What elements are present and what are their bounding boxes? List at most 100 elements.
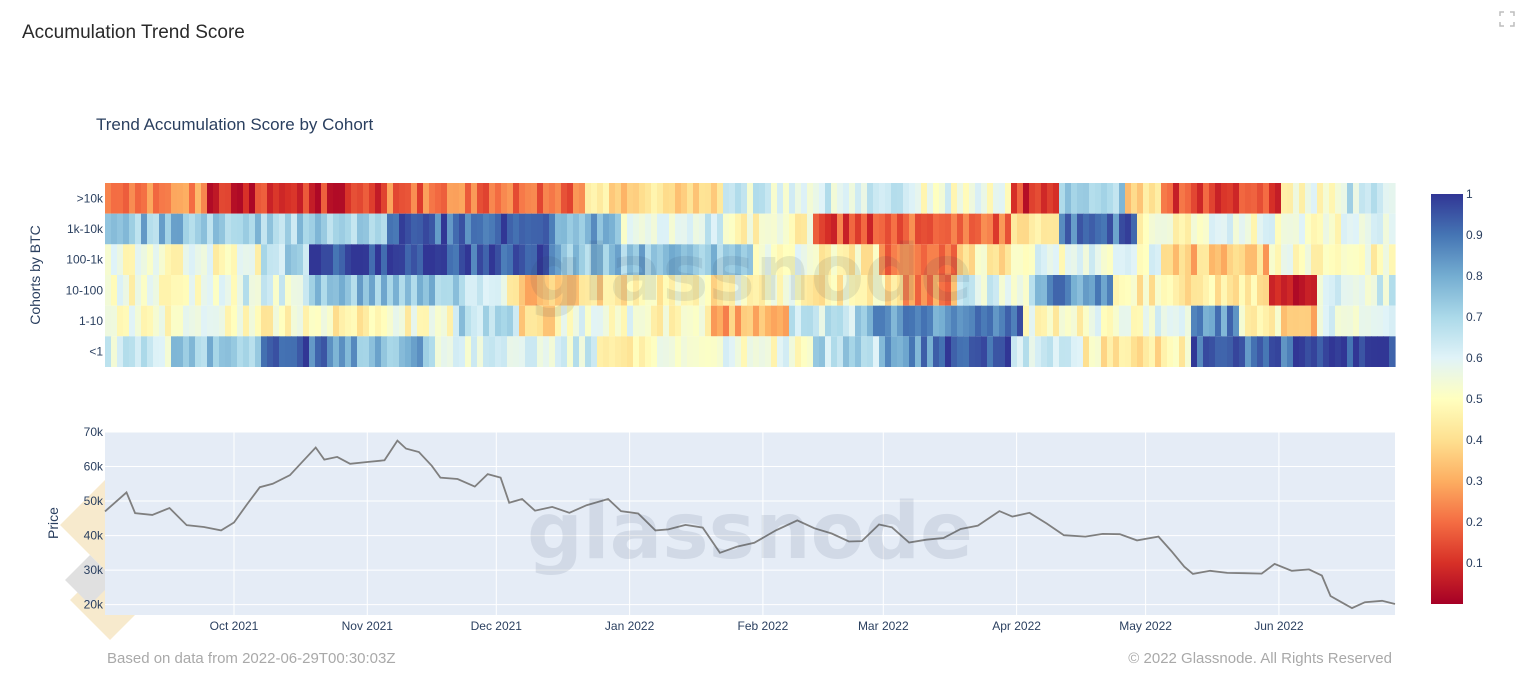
heatmap-cell bbox=[567, 275, 574, 306]
heatmap-cell bbox=[423, 275, 430, 306]
heatmap-cell bbox=[729, 183, 736, 214]
price-y-tick-label: 60k bbox=[84, 460, 104, 474]
heatmap-cell bbox=[129, 336, 136, 367]
heatmap-cell bbox=[273, 244, 280, 275]
heatmap-cell bbox=[147, 336, 154, 367]
heatmap-cell bbox=[735, 305, 742, 337]
heatmap-cell bbox=[1155, 275, 1162, 306]
heatmap-cell bbox=[375, 305, 382, 337]
heatmap-cell bbox=[777, 305, 784, 337]
heatmap-cell bbox=[489, 275, 496, 306]
heatmap-cell bbox=[945, 275, 952, 306]
heatmap-cell bbox=[435, 336, 442, 367]
heatmap-cell bbox=[219, 183, 226, 214]
heatmap-cell bbox=[1047, 183, 1054, 214]
heatmap-cell bbox=[243, 336, 250, 367]
heatmap-cell bbox=[117, 244, 124, 275]
heatmap-cell bbox=[1137, 244, 1144, 275]
heatmap-cell bbox=[711, 275, 718, 306]
heatmap-cell bbox=[165, 305, 172, 337]
heatmap-cell bbox=[369, 213, 376, 245]
heatmap-cell bbox=[1365, 183, 1372, 214]
heatmap-cell bbox=[429, 244, 436, 275]
heatmap-cell bbox=[591, 275, 598, 306]
heatmap-cell bbox=[363, 213, 370, 245]
heatmap-cell bbox=[303, 336, 310, 367]
heatmap-cell bbox=[1335, 305, 1342, 337]
heatmap-cell bbox=[717, 213, 724, 245]
heatmap-cell bbox=[825, 244, 832, 275]
heatmap-cell bbox=[1377, 336, 1384, 367]
heatmap-cell bbox=[207, 183, 214, 214]
heatmap-cell bbox=[339, 213, 346, 245]
heatmap-cell bbox=[1347, 305, 1354, 337]
heatmap-cell bbox=[153, 275, 160, 306]
heatmap-cell bbox=[897, 244, 904, 275]
heatmap-cell bbox=[1047, 305, 1054, 337]
heatmap-cell bbox=[1383, 183, 1390, 214]
heatmap-cell bbox=[387, 244, 394, 275]
heatmap-cell bbox=[255, 305, 262, 337]
heatmap-cell bbox=[1209, 213, 1216, 245]
heatmap-cell bbox=[753, 336, 760, 367]
heatmap-cell bbox=[1035, 244, 1042, 275]
heatmap-cell bbox=[681, 305, 688, 337]
heatmap-cell bbox=[273, 336, 280, 367]
heatmap-cell bbox=[249, 336, 256, 367]
heatmap-cell bbox=[933, 305, 940, 337]
heatmap-cell bbox=[1365, 336, 1372, 367]
heatmap-cell bbox=[1341, 336, 1348, 367]
heatmap-cell bbox=[861, 183, 868, 214]
heatmap-cell bbox=[147, 244, 154, 275]
heatmap-cell bbox=[1209, 336, 1216, 367]
heatmap-cell bbox=[585, 336, 592, 367]
heatmap-cell bbox=[711, 305, 718, 337]
heatmap-cell bbox=[1335, 275, 1342, 306]
heatmap-cell bbox=[1107, 213, 1114, 245]
heatmap-cell bbox=[1125, 305, 1132, 337]
heatmap-cell bbox=[423, 336, 430, 367]
heatmap-cell bbox=[219, 244, 226, 275]
heatmap-cell bbox=[1101, 244, 1108, 275]
heatmap-cell bbox=[1347, 213, 1354, 245]
heatmap-cell bbox=[1089, 183, 1096, 214]
heatmap-cell bbox=[1035, 183, 1042, 214]
heatmap-cell bbox=[207, 336, 214, 367]
heatmap-cell bbox=[285, 275, 292, 306]
heatmap-cell bbox=[1365, 275, 1372, 306]
heatmap-cell bbox=[1197, 183, 1204, 214]
heatmap-cell bbox=[1305, 183, 1312, 214]
heatmap-cell bbox=[507, 305, 514, 337]
heatmap-cell bbox=[105, 275, 112, 306]
heatmap-cell bbox=[801, 305, 808, 337]
heatmap-cell bbox=[717, 305, 724, 337]
heatmap-cell bbox=[975, 213, 982, 245]
heatmap-cell bbox=[519, 336, 526, 367]
heatmap-cell bbox=[1083, 244, 1090, 275]
heatmap-cell bbox=[885, 183, 892, 214]
heatmap-cell bbox=[1329, 336, 1336, 367]
heatmap-cell bbox=[693, 183, 700, 214]
heatmap-cell bbox=[513, 213, 520, 245]
heatmap-cell bbox=[111, 336, 118, 367]
heatmap-cell bbox=[645, 305, 652, 337]
heatmap-cell bbox=[1299, 244, 1306, 275]
heatmap-cell bbox=[141, 183, 148, 214]
heatmap-cell bbox=[111, 213, 118, 245]
heatmap-cell bbox=[513, 275, 520, 306]
heatmap-cell bbox=[1041, 213, 1048, 245]
heatmap-cell bbox=[1167, 336, 1174, 367]
heatmap-cell bbox=[1017, 275, 1024, 306]
heatmap-cell bbox=[999, 183, 1006, 214]
heatmap-cell bbox=[435, 275, 442, 306]
heatmap-cell bbox=[1359, 305, 1366, 337]
heatmap-cell bbox=[1203, 244, 1210, 275]
heatmap-cell bbox=[1389, 213, 1396, 245]
expand-icon[interactable] bbox=[1498, 10, 1516, 28]
heatmap-cell bbox=[1095, 244, 1102, 275]
heatmap-cell bbox=[549, 183, 556, 214]
heatmap-cell bbox=[591, 336, 598, 367]
heatmap-cell bbox=[795, 244, 802, 275]
heatmap-cell bbox=[705, 275, 712, 306]
heatmap-cell bbox=[1353, 213, 1360, 245]
